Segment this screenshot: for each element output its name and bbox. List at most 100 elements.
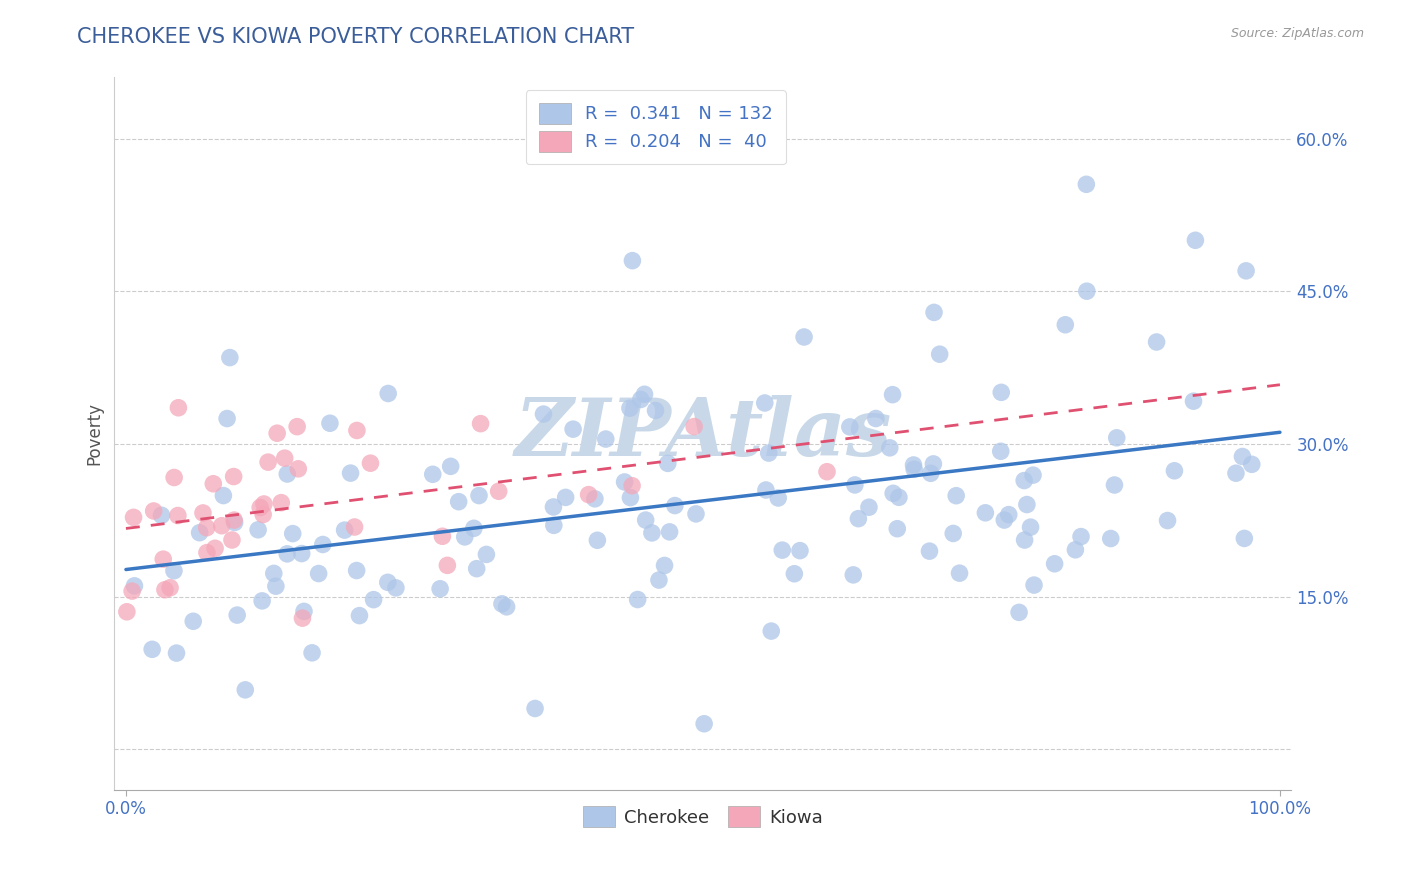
Point: [273, 451, 295, 466]
Point: [858, 500, 880, 515]
Point: [432, 529, 454, 543]
Point: [842, 567, 865, 582]
Point: [377, 386, 399, 401]
Point: [221, 533, 243, 547]
Point: [533, 407, 555, 421]
Point: [865, 411, 887, 425]
Point: [122, 510, 145, 524]
Point: [333, 523, 356, 537]
Point: [922, 305, 945, 319]
Point: [789, 543, 811, 558]
Point: [346, 564, 368, 578]
Point: [349, 608, 371, 623]
Point: [166, 646, 188, 660]
Point: [945, 489, 967, 503]
Point: [291, 547, 314, 561]
Point: [997, 508, 1019, 522]
Point: [1234, 264, 1257, 278]
Point: [918, 544, 941, 558]
Legend: Cherokee, Kiowa: Cherokee, Kiowa: [575, 799, 830, 834]
Point: [641, 525, 664, 540]
Point: [683, 419, 706, 434]
Point: [495, 599, 517, 614]
Point: [948, 566, 970, 581]
Point: [664, 499, 686, 513]
Point: [1012, 474, 1035, 488]
Point: [263, 566, 285, 581]
Point: [436, 558, 458, 573]
Point: [470, 417, 492, 431]
Point: [770, 543, 793, 558]
Point: [181, 614, 204, 628]
Point: [150, 508, 173, 523]
Point: [685, 507, 707, 521]
Point: [440, 459, 463, 474]
Point: [1070, 530, 1092, 544]
Point: [613, 475, 636, 489]
Point: [1182, 394, 1205, 409]
Point: [630, 392, 652, 407]
Point: [226, 608, 249, 623]
Point: [838, 420, 860, 434]
Point: [1064, 542, 1087, 557]
Point: [524, 701, 547, 715]
Point: [1099, 532, 1122, 546]
Point: [202, 476, 225, 491]
Point: [308, 566, 330, 581]
Point: [319, 416, 342, 430]
Point: [1076, 178, 1098, 192]
Point: [253, 497, 276, 511]
Point: [844, 478, 866, 492]
Point: [562, 422, 585, 436]
Point: [252, 508, 274, 522]
Point: [586, 533, 609, 548]
Point: [343, 520, 366, 534]
Point: [204, 541, 226, 556]
Point: [1163, 464, 1185, 478]
Point: [1233, 532, 1256, 546]
Point: [634, 513, 657, 527]
Point: [163, 470, 186, 484]
Point: [648, 573, 671, 587]
Point: [167, 508, 190, 523]
Point: [1104, 478, 1126, 492]
Point: [247, 523, 270, 537]
Point: [1225, 466, 1247, 480]
Point: [377, 575, 399, 590]
Point: [815, 465, 838, 479]
Point: [658, 524, 681, 539]
Point: [974, 506, 997, 520]
Point: [276, 467, 298, 481]
Point: [848, 511, 870, 525]
Point: [1008, 606, 1031, 620]
Point: [903, 458, 925, 472]
Point: [212, 489, 235, 503]
Point: [285, 419, 308, 434]
Point: [578, 488, 600, 502]
Point: [266, 426, 288, 441]
Point: [543, 518, 565, 533]
Point: [1043, 557, 1066, 571]
Point: [195, 546, 218, 560]
Point: [142, 504, 165, 518]
Point: [554, 491, 576, 505]
Point: [167, 401, 190, 415]
Point: [761, 624, 783, 638]
Text: Source: ZipAtlas.com: Source: ZipAtlas.com: [1230, 27, 1364, 40]
Point: [758, 446, 780, 460]
Point: [270, 496, 292, 510]
Point: [224, 513, 246, 527]
Point: [312, 537, 335, 551]
Point: [163, 564, 186, 578]
Point: [595, 432, 617, 446]
Point: [141, 642, 163, 657]
Point: [887, 491, 910, 505]
Point: [621, 253, 644, 268]
Y-axis label: Poverty: Poverty: [86, 402, 103, 465]
Point: [928, 347, 950, 361]
Point: [385, 581, 408, 595]
Point: [429, 582, 451, 596]
Point: [922, 457, 945, 471]
Point: [627, 592, 650, 607]
Point: [153, 582, 176, 597]
